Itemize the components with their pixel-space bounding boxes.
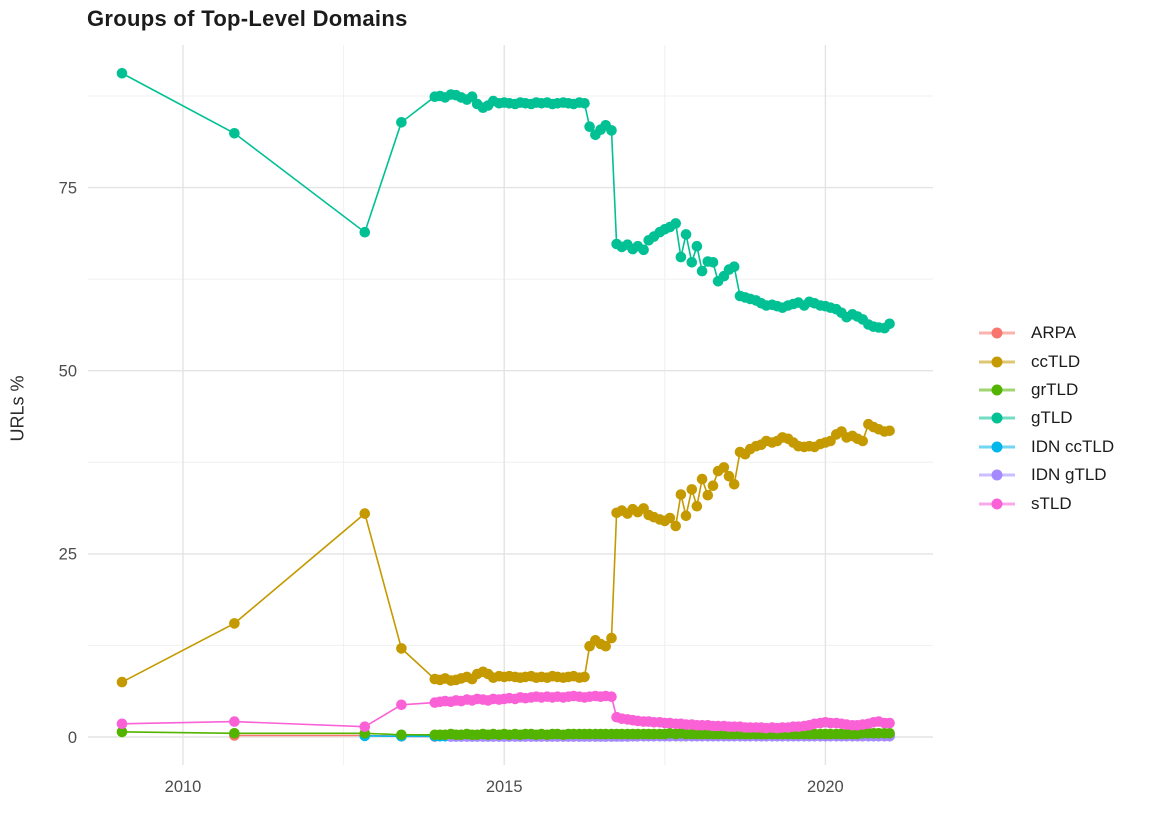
legend-item-arpa: ARPA xyxy=(977,319,1114,347)
legend-key-icon xyxy=(979,412,1015,424)
series-cctld xyxy=(116,418,895,688)
legend-label: IDN ccTLD xyxy=(1031,436,1115,456)
legend-key-icon xyxy=(979,327,1015,339)
y-tick-label: 0 xyxy=(68,729,77,747)
legend-item-stld: sTLD xyxy=(977,489,1114,517)
x-tick-label: 2015 xyxy=(486,778,523,796)
major-gridlines xyxy=(88,45,933,765)
y-tick-label: 50 xyxy=(59,362,77,380)
legend-key-icon xyxy=(979,356,1015,368)
legend-item-grtld: grTLD xyxy=(977,376,1114,404)
chart-title: Groups of Top-Level Domains xyxy=(87,6,408,31)
legend-label: grTLD xyxy=(1031,379,1079,399)
legend-label: ccTLD xyxy=(1031,351,1081,371)
legend-label: ARPA xyxy=(1031,323,1077,343)
legend-key-icon xyxy=(979,384,1015,396)
legend: ARPA ccTLD grTLD gTLD xyxy=(977,319,1114,518)
x-axis-ticks: 2010 2015 2020 xyxy=(165,778,844,796)
legend-key-icon xyxy=(979,469,1015,481)
legend-label: IDN gTLD xyxy=(1031,465,1107,485)
legend-item-cctld: ccTLD xyxy=(977,347,1114,375)
x-tick-label: 2020 xyxy=(807,778,844,796)
legend-key-icon xyxy=(979,498,1015,510)
series-grtld xyxy=(116,726,895,741)
y-tick-label: 25 xyxy=(59,546,77,564)
y-tick-label: 75 xyxy=(59,179,77,197)
legend-label: gTLD xyxy=(1031,408,1073,428)
series-gtld xyxy=(116,68,895,334)
x-tick-label: 2010 xyxy=(165,778,202,796)
legend-item-idn-gtld: IDN gTLD xyxy=(977,461,1114,489)
minor-gridlines xyxy=(88,45,933,765)
legend-item-idn-cctld: IDN ccTLD xyxy=(977,433,1114,461)
legend-label: sTLD xyxy=(1031,493,1072,513)
y-axis-ticks: 0 25 50 75 xyxy=(59,179,77,746)
legend-item-gtld: gTLD xyxy=(977,404,1114,432)
legend-key-icon xyxy=(979,441,1015,453)
series-stld xyxy=(116,690,895,734)
